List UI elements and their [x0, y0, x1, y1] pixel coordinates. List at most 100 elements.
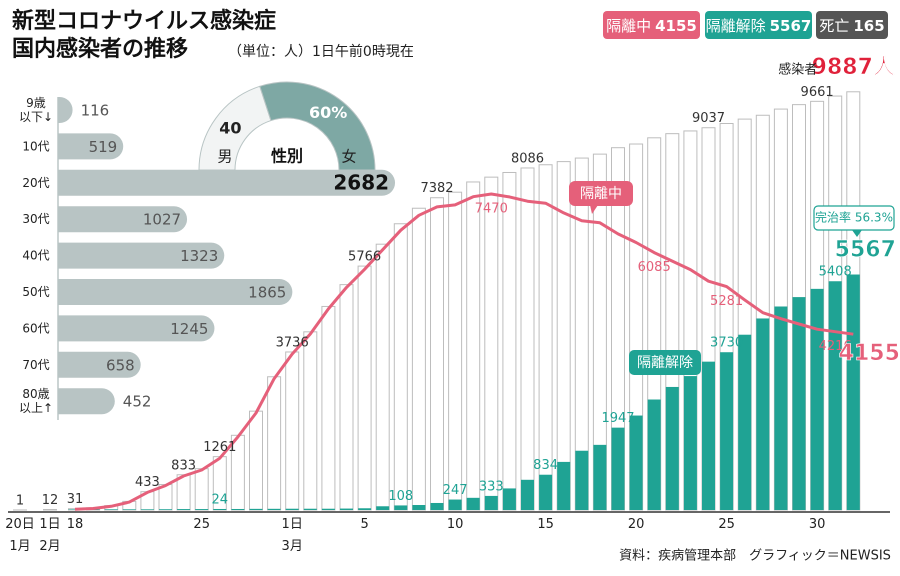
- annotation-pointer: [852, 230, 862, 237]
- callout-box: [569, 181, 633, 206]
- value-label: 833: [171, 458, 196, 473]
- x-tick-label-line: 15: [537, 517, 554, 532]
- age-category: 30代: [22, 212, 49, 226]
- value-label-emphasis: 4155: [839, 341, 900, 366]
- x-tick-label: 25: [718, 517, 735, 532]
- released-bar: [702, 361, 715, 510]
- released-bar: [647, 399, 661, 510]
- badge-label: 死亡: [819, 17, 849, 35]
- title-line: 新型コロナウイルス感染症: [12, 8, 276, 34]
- age-category: 60代: [22, 321, 49, 335]
- age-bar: [58, 388, 115, 415]
- age-category-line: 70代: [22, 357, 49, 371]
- title-line: 国内感染者の推移: [12, 36, 188, 62]
- age-bar: [58, 242, 225, 269]
- value-label: 333: [479, 479, 504, 494]
- age-category: 20代: [22, 175, 49, 189]
- age-category-line: 以上↑: [19, 401, 53, 415]
- age-bar: [58, 133, 124, 160]
- released-bar: [665, 386, 679, 510]
- value-label: 108: [388, 489, 413, 504]
- age-bar: [58, 97, 73, 123]
- annotation: 完治率 56.3%: [815, 210, 893, 225]
- value-label-emphasis: 5567: [835, 238, 896, 263]
- confirmed-bar: [285, 351, 300, 511]
- subtitle: （単位：人）1日午前0時現在: [228, 43, 414, 60]
- callout-pointer: [590, 205, 598, 214]
- value-label: 12: [42, 493, 59, 508]
- released-bar: [575, 450, 589, 510]
- released-bar: [756, 318, 770, 510]
- age-category-line: 60代: [22, 321, 49, 335]
- age-category-line: 9歳: [26, 96, 46, 110]
- series-label: 隔離解除: [637, 354, 693, 371]
- released-bar: [502, 488, 516, 510]
- released-bar: [285, 508, 299, 510]
- confirmed-bar: [303, 331, 318, 511]
- released-bar: [539, 474, 553, 510]
- age-category-line: 10代: [22, 139, 49, 153]
- x-tick-label: 30: [809, 517, 826, 532]
- badge: [705, 11, 812, 39]
- x-tick-label: 15: [537, 517, 554, 532]
- value-label: 5766: [348, 250, 381, 265]
- age-value-label: 116: [81, 102, 110, 120]
- confirmed-bar: [321, 305, 336, 511]
- value-label: 5281: [710, 294, 743, 309]
- value-label: 247: [443, 483, 468, 498]
- x-tick-label: 18: [67, 517, 84, 532]
- age-bar: [58, 279, 293, 305]
- age-value-label: 452: [123, 393, 152, 411]
- age-bar: [58, 351, 141, 378]
- badge: [603, 11, 700, 39]
- released-bar: [68, 509, 82, 510]
- x-tick-label: 20: [628, 517, 645, 532]
- x-tick-label-line: 20: [628, 517, 645, 532]
- callout-box: [629, 350, 701, 375]
- released-bar: [466, 497, 480, 510]
- x-tick-label-line: 25: [718, 517, 735, 532]
- age-category: 70代: [22, 357, 49, 371]
- released-bar: [774, 306, 788, 510]
- age-value-label: 1865: [248, 284, 286, 302]
- donut-category: 女: [341, 148, 356, 166]
- released-bar: [557, 461, 571, 510]
- confirmed-bar: [194, 468, 209, 511]
- released-bar: [629, 415, 643, 510]
- released-bar: [738, 334, 752, 510]
- value-label: 3730: [710, 336, 743, 351]
- age-value-label: 1245: [170, 320, 208, 338]
- age-category: 10代: [22, 139, 49, 153]
- x-tick-label-line: 20日: [5, 517, 35, 532]
- age-category-line: 40代: [22, 248, 49, 262]
- released-bar: [140, 509, 154, 510]
- age-value-label: 2682: [333, 170, 389, 194]
- x-tick-label-line: 10: [447, 517, 464, 532]
- age-category-line: 50代: [22, 285, 49, 299]
- x-tick-label-line: 1日: [39, 517, 60, 532]
- confirmed-bar: [43, 508, 57, 511]
- confirmed-bar: [267, 376, 282, 511]
- released-bar: [376, 506, 390, 510]
- age-bar: [58, 169, 396, 196]
- released-bar: [810, 288, 824, 510]
- released-bar: [720, 352, 734, 510]
- donut-value-label: 60%: [309, 103, 347, 122]
- confirmed-bar: [393, 223, 408, 511]
- badge-text: 死亡 165: [819, 17, 884, 35]
- released-bar: [828, 281, 842, 510]
- released-bar: [484, 495, 498, 510]
- badge-value: 5567: [770, 17, 812, 35]
- age-value-label: 1323: [180, 247, 218, 265]
- age-category: 40代: [22, 248, 49, 262]
- value-label: 1: [16, 493, 24, 508]
- badge-text: 隔離中 4155: [606, 17, 697, 35]
- confirmed-bar: [249, 410, 263, 511]
- confirmed-bar: [411, 207, 426, 511]
- value-label: 9661: [801, 85, 834, 100]
- released-bar: [303, 508, 317, 510]
- badge-value: 4155: [655, 17, 697, 35]
- value-label: 1261: [203, 440, 236, 455]
- confirmed-bar: [466, 181, 481, 511]
